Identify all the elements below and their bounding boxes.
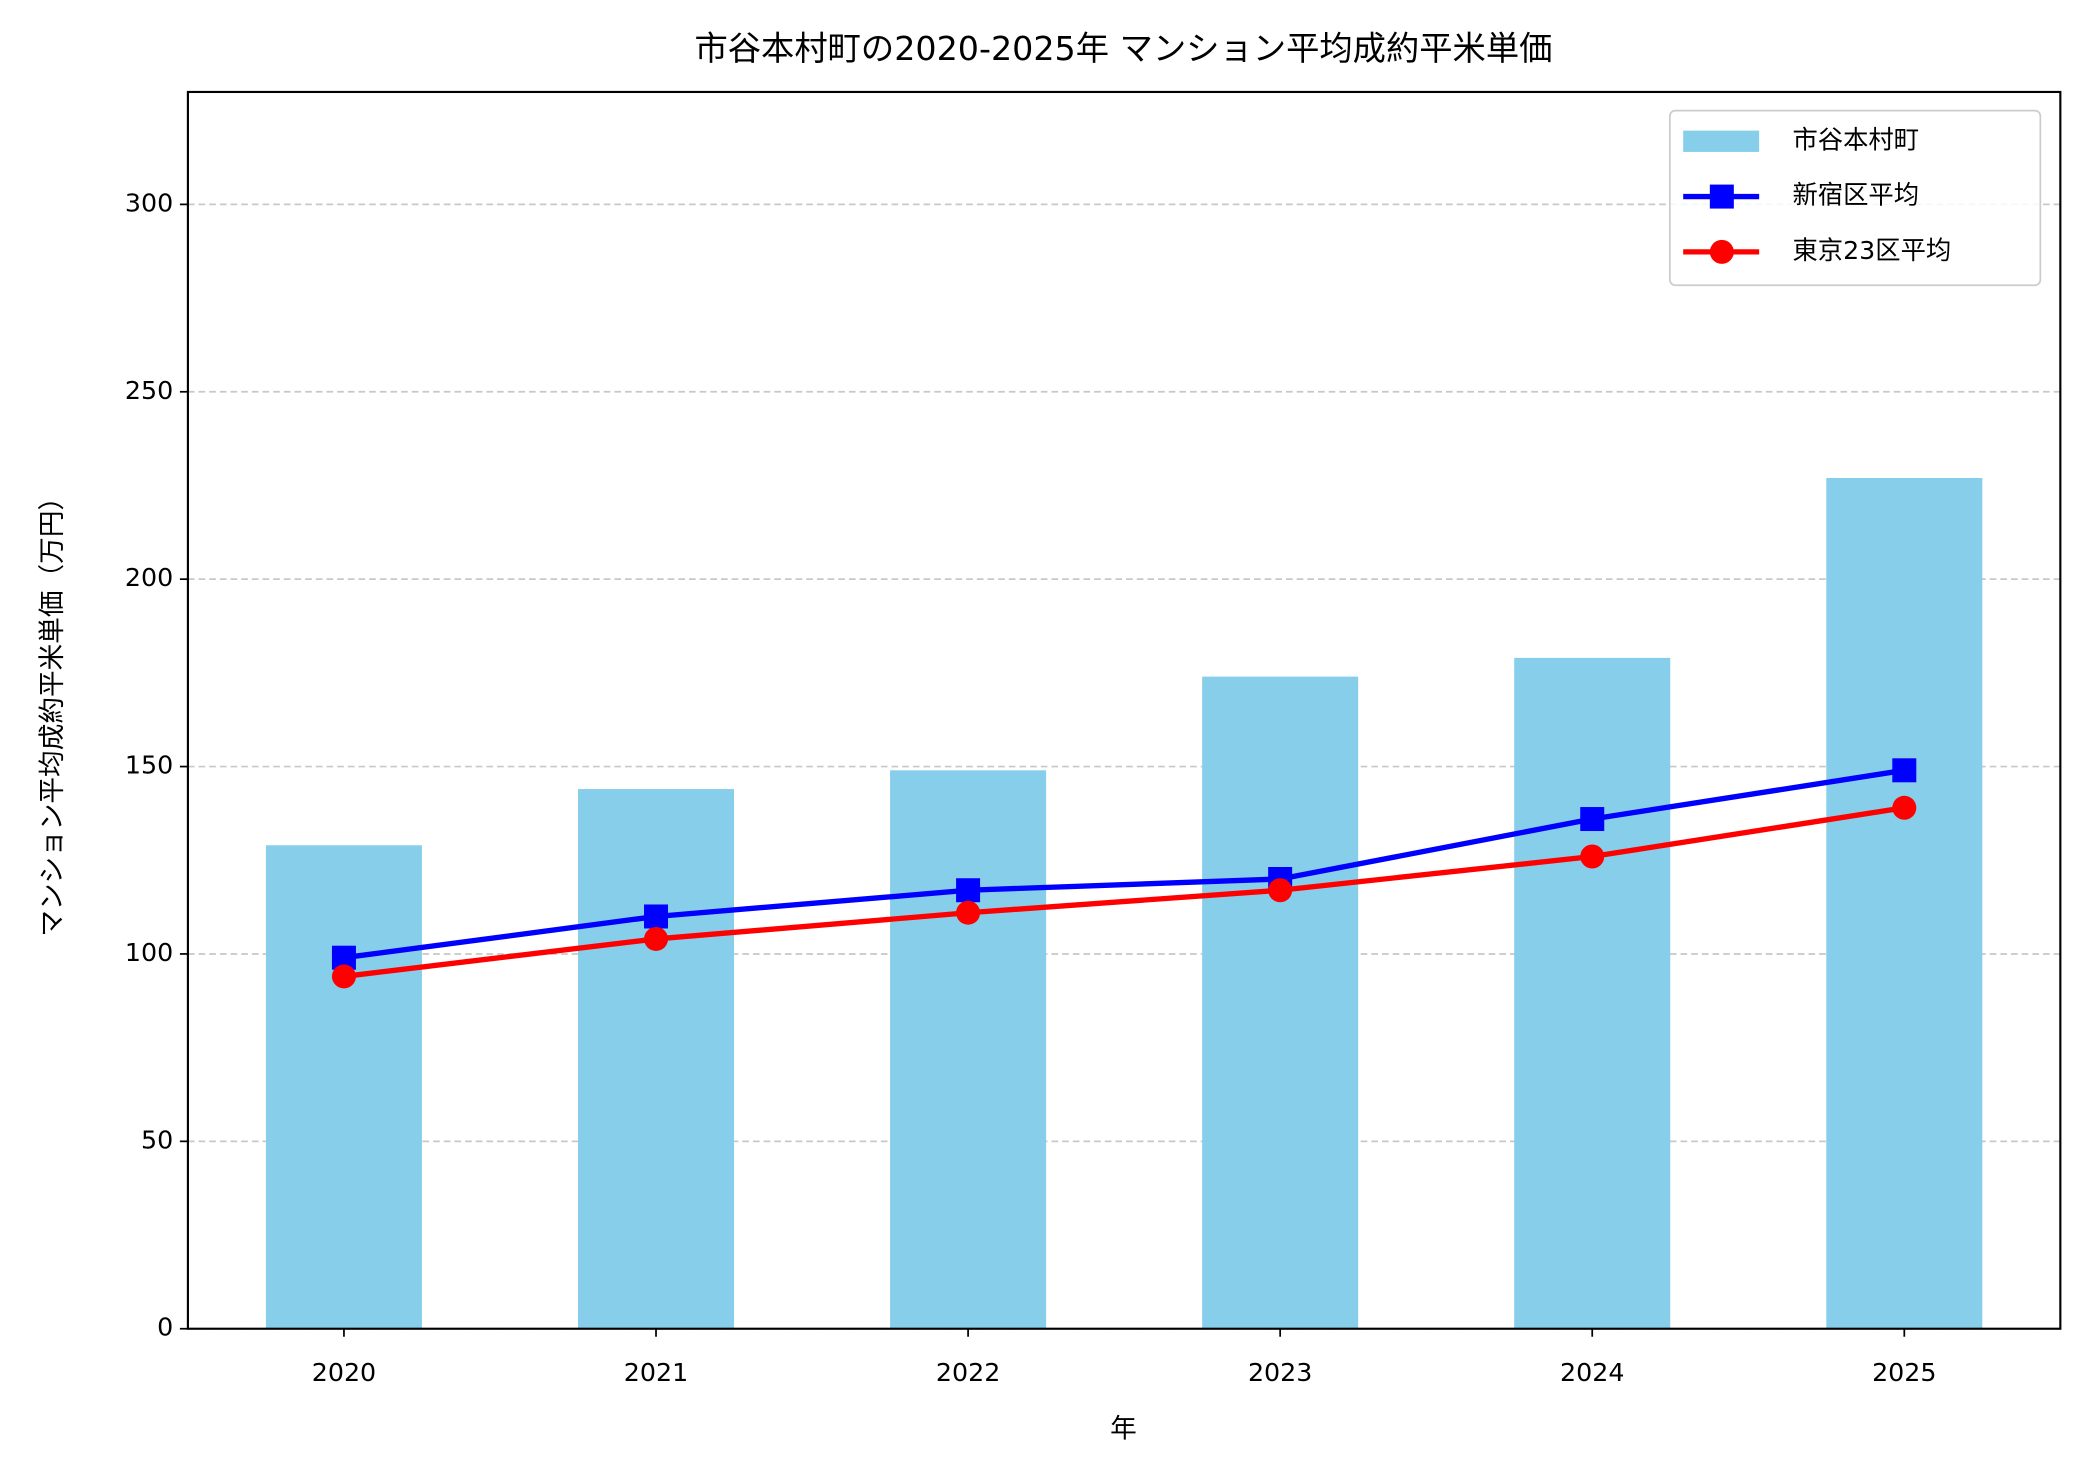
bar (1514, 657, 1671, 1329)
point (956, 878, 981, 903)
x-tick-label: 2023 (1248, 1357, 1312, 1387)
x-tick-label: 2025 (1872, 1357, 1936, 1387)
bar (577, 789, 735, 1329)
x-tick-label: 2020 (312, 1357, 376, 1387)
bar (265, 845, 422, 1329)
y-tick-label: 250 (125, 375, 173, 405)
x-tick-label: 2022 (936, 1357, 1000, 1387)
y-tick-label: 50 (141, 1124, 173, 1154)
legend-label: 新宿区平均 (1792, 180, 1919, 210)
point (331, 945, 356, 970)
legend-label: 東京23区平均 (1792, 235, 1951, 265)
point (1892, 758, 1917, 783)
legend-marker (1709, 239, 1734, 264)
legend-swatch (1683, 130, 1760, 152)
y-tick-label: 200 (125, 562, 173, 592)
bar (1826, 477, 1983, 1329)
bar (1202, 676, 1359, 1329)
point (1892, 795, 1917, 820)
y-tick-label: 300 (125, 187, 173, 217)
legend-label: 市谷本村町 (1792, 124, 1919, 154)
point (644, 926, 669, 951)
y-axis-label: マンション平均成約平米単価（万円） (37, 484, 68, 937)
point (956, 900, 981, 925)
x-tick-label: 2021 (624, 1357, 688, 1387)
y-tick-label: 150 (125, 750, 173, 780)
point (1268, 878, 1293, 903)
point (1580, 844, 1605, 869)
point (644, 904, 669, 929)
point (1580, 807, 1605, 832)
line (343, 805, 1905, 980)
point (331, 964, 356, 989)
legend-box (1668, 109, 2042, 287)
chart-title: 市谷本村町の2020-2025年 マンション平均成約平米単価 (694, 29, 1552, 68)
plot-frame (186, 90, 2062, 1330)
x-tick-label: 2024 (1560, 1357, 1624, 1387)
legend-marker (1709, 184, 1734, 209)
x-axis-label: 年 (1110, 1414, 1137, 1445)
y-tick-label: 0 (157, 1312, 173, 1342)
y-tick-label: 100 (125, 937, 173, 967)
line (343, 767, 1905, 961)
bar (890, 770, 1047, 1329)
